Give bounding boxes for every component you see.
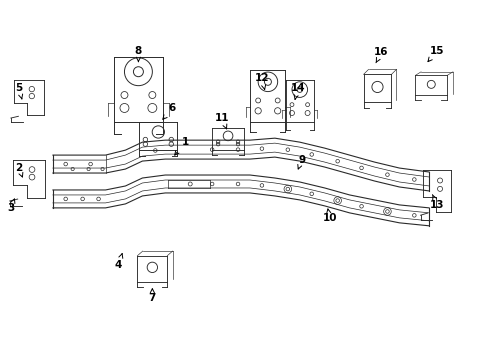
Text: 2: 2	[15, 163, 23, 177]
Text: 9: 9	[297, 155, 305, 169]
Text: 13: 13	[429, 195, 444, 210]
Text: 6: 6	[163, 103, 176, 119]
Text: 4: 4	[115, 254, 122, 270]
Text: 11: 11	[214, 113, 229, 129]
Text: 3: 3	[7, 199, 15, 213]
Text: 15: 15	[427, 45, 444, 62]
Text: 16: 16	[373, 48, 388, 63]
Text: 12: 12	[254, 73, 268, 89]
Text: 8: 8	[135, 45, 142, 62]
Text: 7: 7	[148, 289, 156, 302]
Text: 10: 10	[322, 209, 336, 223]
Text: 1: 1	[174, 137, 188, 155]
Text: 5: 5	[15, 84, 22, 99]
Text: 14: 14	[290, 84, 305, 99]
